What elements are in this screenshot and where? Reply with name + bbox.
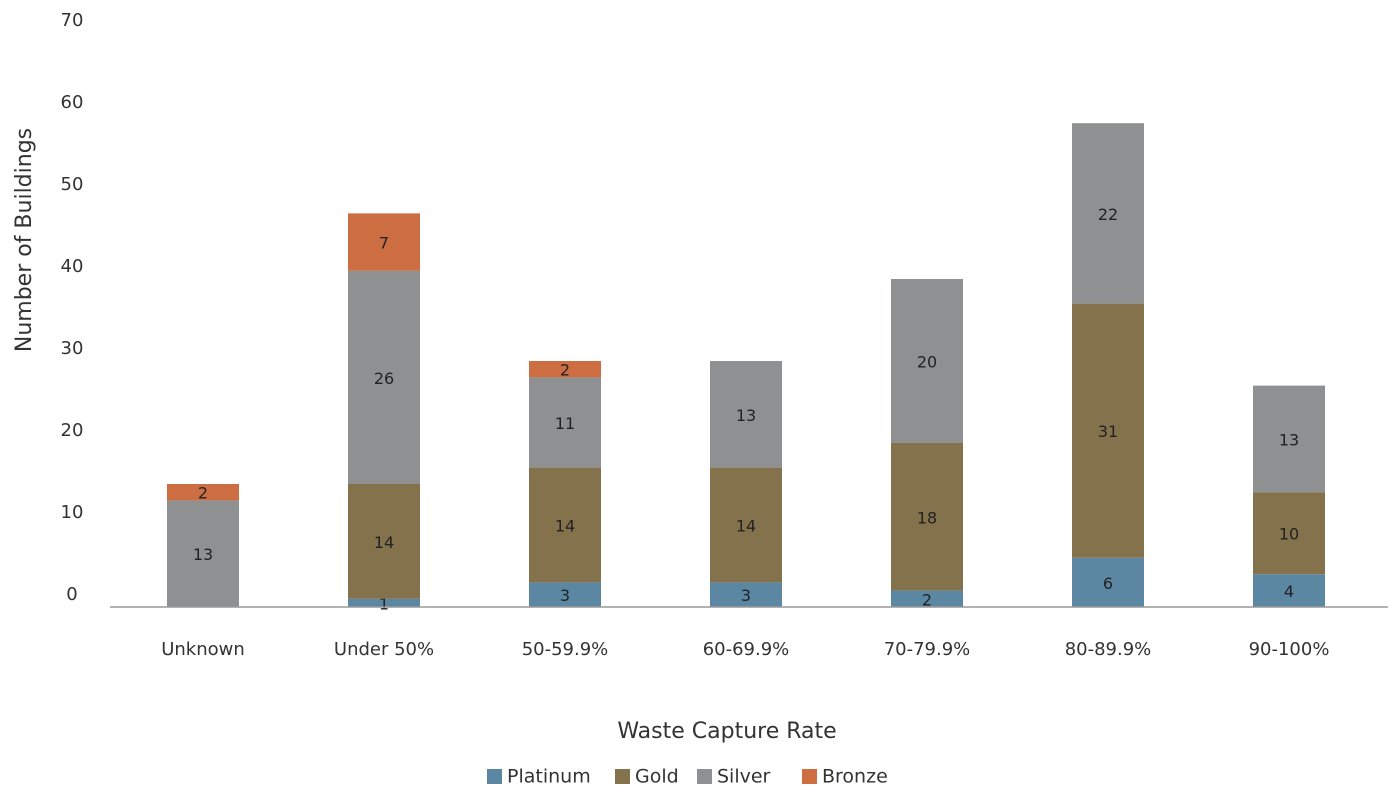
data-label: 2 xyxy=(922,590,932,609)
bar-segment xyxy=(1253,385,1325,493)
data-label: 2 xyxy=(560,361,570,380)
data-label: 31 xyxy=(1098,422,1118,441)
legend-swatch xyxy=(697,769,712,784)
bar-segment xyxy=(348,270,420,484)
data-label: 13 xyxy=(1279,430,1299,449)
bar-segment xyxy=(167,500,239,607)
bar-segment xyxy=(348,598,420,607)
data-label: 1 xyxy=(379,594,389,613)
data-label: 26 xyxy=(374,369,394,388)
x-tick-label: 60-69.9% xyxy=(703,639,790,660)
bar-segment xyxy=(529,467,601,583)
x-tick-label: Unknown xyxy=(161,639,245,660)
legend-label: Bronze xyxy=(822,766,888,788)
bar-segment xyxy=(710,582,782,607)
legend-label: Silver xyxy=(717,766,771,788)
data-label: 10 xyxy=(1279,525,1299,544)
data-label: 11 xyxy=(555,414,575,433)
y-axis-title: Number of Buildings xyxy=(12,128,37,352)
bar-segment xyxy=(529,582,601,607)
bar-segment xyxy=(1072,123,1144,304)
legend-swatch xyxy=(802,769,817,784)
y-tick-label: 0 xyxy=(66,584,77,605)
legend-label: Platinum xyxy=(507,766,591,788)
x-tick-label: 70-79.9% xyxy=(884,639,971,660)
y-tick-label: 10 xyxy=(61,502,84,523)
x-tick-label: 50-59.9% xyxy=(522,639,609,660)
y-tick-label: 60 xyxy=(61,92,84,113)
bar-segment xyxy=(710,361,782,468)
x-axis-title: Waste Capture Rate xyxy=(617,719,836,744)
x-tick-label: 90-100% xyxy=(1249,639,1330,660)
bar-segment xyxy=(891,279,963,443)
y-tick-label: 70 xyxy=(61,10,84,31)
x-tick-label: Under 50% xyxy=(334,639,434,660)
data-label: 7 xyxy=(379,234,389,253)
data-label: 18 xyxy=(917,508,937,527)
bar-segment xyxy=(529,361,601,378)
data-label: 13 xyxy=(736,406,756,425)
bar-segment xyxy=(167,484,239,501)
bar-segment xyxy=(1072,557,1144,607)
bar-segment xyxy=(1253,574,1325,607)
y-tick-label: 20 xyxy=(61,420,84,441)
bar-segment xyxy=(348,484,420,599)
x-tick-label: 80-89.9% xyxy=(1065,639,1152,660)
bar-segment xyxy=(710,467,782,583)
data-label: 4 xyxy=(1284,582,1294,601)
legend-label: Gold xyxy=(635,766,679,788)
legend-swatch xyxy=(615,769,630,784)
data-label: 2 xyxy=(198,484,208,503)
y-tick-label: 30 xyxy=(61,338,84,359)
data-label: 20 xyxy=(917,353,937,372)
y-tick-label: 40 xyxy=(61,256,84,277)
bar-segment xyxy=(891,443,963,591)
bar-segment xyxy=(891,590,963,607)
bar-segment xyxy=(1072,303,1144,558)
data-label: 6 xyxy=(1103,574,1113,593)
bar-segment xyxy=(529,377,601,468)
bar-segment xyxy=(348,213,420,271)
data-label: 14 xyxy=(555,517,575,536)
legend-swatch xyxy=(487,769,502,784)
data-label: 3 xyxy=(560,586,570,605)
data-label: 13 xyxy=(193,545,213,564)
data-label: 14 xyxy=(736,517,756,536)
data-label: 14 xyxy=(374,533,394,552)
data-label: 3 xyxy=(741,586,751,605)
bar-segment xyxy=(1253,492,1325,575)
data-label: 22 xyxy=(1098,205,1118,224)
y-tick-label: 50 xyxy=(61,174,84,195)
